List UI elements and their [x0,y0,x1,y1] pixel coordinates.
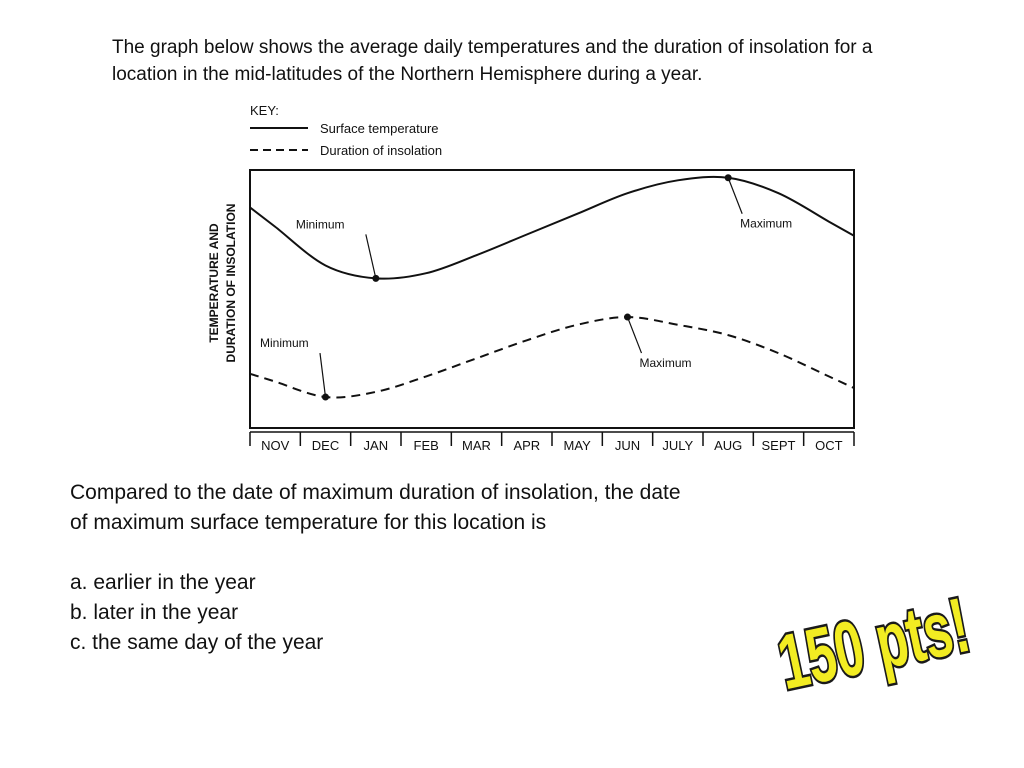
month-label: DEC [312,438,339,453]
surface-temperature-line [249,175,855,280]
month-label: AUG [714,438,742,453]
month-label: JULY [662,438,693,453]
option-a[interactable]: a. earlier in the year [70,571,256,594]
month-label: MAR [462,438,491,453]
annotation-leader-line [319,352,327,398]
y-axis-label-line-2: DURATION OF INSOLATION [224,204,238,363]
option-b[interactable]: b. later in the year [70,601,239,624]
question-text: Compared to the date of maximum duration… [70,481,681,534]
month-label: OCT [815,438,843,453]
temperature-maximum-point [724,174,732,182]
month-label: NOV [261,438,290,453]
plot-frame [249,169,855,429]
month-label: JAN [364,438,389,453]
points-badge-text: 150 pts! [771,581,977,705]
annotation-leader-line [365,234,377,279]
temperature-minimum-label: Minimum [296,217,345,231]
insolation-maximum-label: Maximum [640,356,692,370]
temperature-maximum-label: Maximum [740,217,792,231]
option-c[interactable]: c. the same day of the year [70,631,324,654]
month-label: SEPT [762,438,796,453]
annotation-leader-line [727,177,743,214]
month-label: APR [513,438,540,453]
key-title: KEY: [250,103,279,118]
question-block: Compared to the date of maximum duration… [70,478,690,658]
month-label: JUN [615,438,640,453]
month-label: MAY [564,438,592,453]
intro-text: The graph below shows the average daily … [112,37,873,85]
y-axis-label-line-1: TEMPERATURE AND [207,223,221,343]
points-badge: 150 pts! [740,570,1010,720]
insolation-duration-line [249,316,855,399]
key-label-surface-temperature: Surface temperature [320,121,439,136]
temperature-insolation-chart: KEY: Surface temperature Duration of ins… [198,98,870,460]
annotation-leader-line [626,316,643,354]
month-label: FEB [414,438,439,453]
insolation-minimum-label: Minimum [260,336,309,350]
key-label-duration-of-insolation: Duration of insolation [320,143,442,158]
